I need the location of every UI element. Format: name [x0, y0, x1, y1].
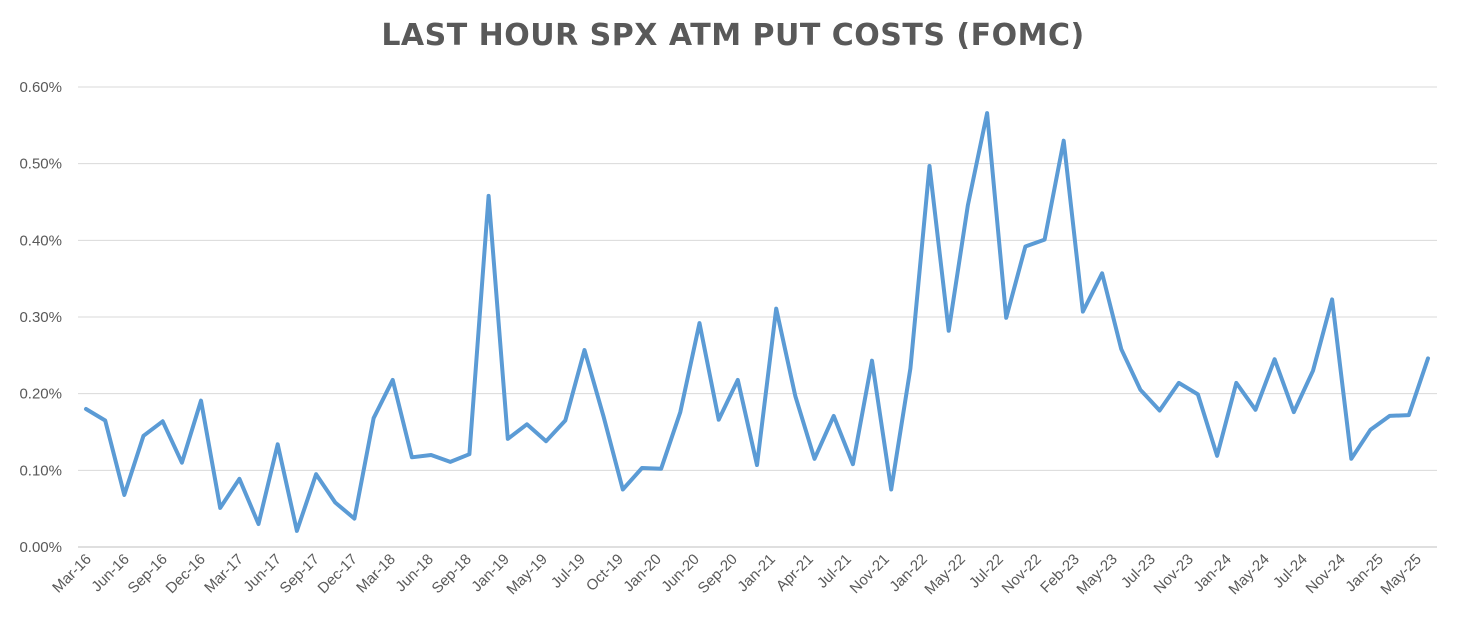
x-tick-label: Jun-16	[88, 551, 132, 595]
y-tick-label: 0.10%	[19, 462, 62, 479]
x-tick-label: Jun-20	[658, 551, 702, 595]
y-tick-label: 0.20%	[19, 386, 62, 403]
chart-title: LAST HOUR SPX ATM PUT COSTS (FOMC)	[381, 18, 1085, 53]
x-tick-label: Oct-19	[583, 551, 627, 595]
gridlines	[78, 86, 1437, 548]
x-tick-label: Sep-18	[429, 551, 475, 597]
y-axis: 0.00% 0.10% 0.20% 0.30% 0.40% 0.50% 0.60%	[19, 79, 62, 556]
x-tick-label: May-25	[1377, 551, 1424, 598]
x-tick-label: Mar-16	[49, 551, 95, 597]
x-tick-label: Jan-20	[620, 551, 664, 595]
x-tick-label: Mar-18	[353, 551, 399, 597]
x-tick-label: May-24	[1225, 551, 1272, 598]
x-tick-label: Nov-24	[1303, 551, 1349, 597]
x-tick-label: May-19	[503, 551, 550, 598]
x-tick-label: Nov-21	[847, 551, 893, 597]
x-tick-label: Jan-21	[734, 551, 778, 595]
x-tick-label: Nov-22	[999, 551, 1045, 597]
x-tick-label: Jun-17	[240, 551, 284, 595]
x-tick-label: Sep-17	[277, 551, 323, 597]
x-tick-label: Sep-20	[695, 551, 741, 597]
y-tick-label: 0.00%	[19, 539, 62, 556]
y-tick-label: 0.40%	[19, 232, 62, 249]
x-tick-label: May-23	[1073, 551, 1120, 598]
x-tick-label: Mar-17	[201, 551, 247, 597]
x-tick-label: Sep-16	[125, 551, 171, 597]
y-tick-label: 0.50%	[19, 156, 62, 173]
x-tick-label: May-22	[921, 551, 968, 598]
x-tick-label: Jul-19	[548, 551, 589, 592]
x-tick-label: Jun-18	[392, 551, 436, 595]
x-tick-label: Apr-21	[773, 551, 817, 595]
y-tick-label: 0.60%	[19, 79, 62, 96]
x-axis: Mar-16Jun-16Sep-16Dec-16Mar-17Jun-17Sep-…	[49, 551, 1425, 598]
x-tick-label: Dec-16	[163, 551, 209, 597]
series-line	[84, 111, 1430, 533]
series-layer	[84, 111, 1430, 533]
y-tick-label: 0.30%	[19, 309, 62, 326]
x-tick-label: Dec-17	[315, 551, 361, 597]
x-tick-label: Nov-23	[1151, 551, 1197, 597]
